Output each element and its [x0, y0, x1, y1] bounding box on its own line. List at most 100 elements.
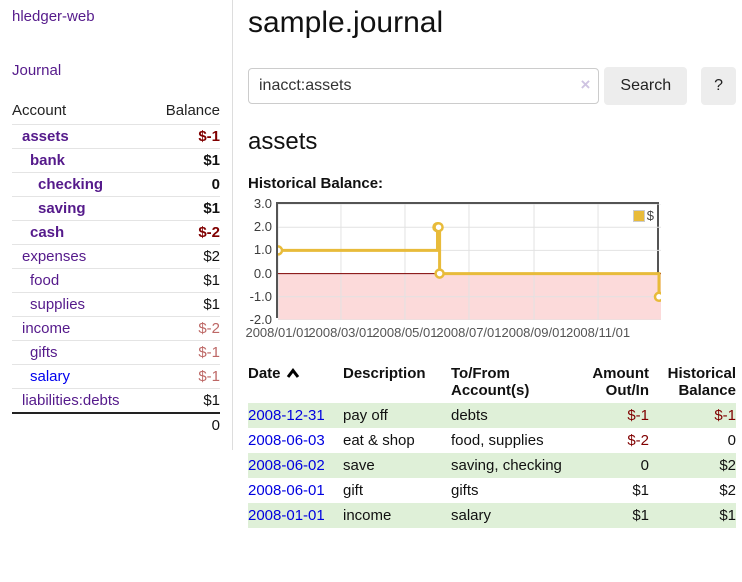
main-content: sample.journal × Search ? assets Histori…	[234, 0, 742, 528]
account-link[interactable]: food	[30, 272, 60, 289]
accounts-total-row: 0	[12, 412, 220, 437]
y-tick-label: 2.0	[253, 219, 272, 235]
transaction-description: pay off	[343, 407, 388, 424]
register-header-date[interactable]: Date	[248, 363, 343, 403]
account-row: expenses $2	[12, 244, 220, 269]
account-link[interactable]: expenses	[22, 248, 87, 265]
help-button[interactable]: ?	[701, 67, 736, 105]
account-link[interactable]: checking	[38, 176, 104, 193]
account-link[interactable]: assets	[22, 128, 69, 145]
historical-balance-chart: $ 3.0 2.0 1.0 0.0 -1.0 -2.0 2008/01/01 2008/03/…	[245, 196, 736, 342]
transaction-accounts: gifts	[451, 482, 479, 499]
chart-plot-area: $	[276, 202, 661, 320]
account-link[interactable]: supplies	[30, 296, 86, 313]
account-balance: $-2	[150, 316, 220, 341]
transaction-accounts: food, supplies	[451, 432, 544, 449]
accounts-header-row: Account Balance	[12, 100, 220, 125]
transaction-description: eat & shop	[343, 432, 415, 449]
data-point-marker	[278, 245, 284, 256]
transaction-balance: $2	[719, 457, 736, 474]
account-balance: $1	[150, 292, 220, 317]
sort-ascending-icon	[286, 368, 299, 378]
account-row: checking 0	[12, 172, 220, 197]
x-tick-label: 2008/11/01	[565, 325, 631, 340]
account-row: cash $-2	[12, 220, 220, 245]
account-balance: $-2	[150, 220, 220, 245]
account-link[interactable]: liabilities:debts	[22, 392, 120, 409]
account-balance: 0	[150, 172, 220, 197]
account-link[interactable]: gifts	[30, 344, 58, 361]
account-row: salary $-1	[12, 364, 220, 389]
search-box: ×	[248, 68, 600, 104]
register-row: 2008-06-02 save saving, checking 0 $2	[248, 453, 736, 478]
search-button[interactable]: Search	[604, 67, 688, 105]
accounts-total-balance: 0	[150, 412, 220, 437]
chart-legend: $	[632, 208, 654, 223]
register-header-amount: Amount Out/In	[592, 365, 649, 399]
transaction-amount: $-2	[627, 432, 649, 449]
transaction-date-link[interactable]: 2008-01-01	[248, 507, 325, 524]
account-balance: $1	[150, 268, 220, 293]
legend-swatch-icon	[632, 209, 645, 222]
transaction-accounts: saving, checking	[451, 457, 562, 474]
y-tick-label: 0.0	[253, 265, 272, 281]
x-tick-label: 2008/09/01	[501, 325, 567, 340]
data-point-marker	[433, 221, 444, 233]
app-title-link[interactable]: hledger-web	[12, 8, 95, 25]
accounts-table: Account Balance assets $-1 bank $1 checking 0…	[12, 100, 220, 437]
transaction-amount: $1	[632, 507, 649, 524]
sidebar-item-journal[interactable]: Journal	[12, 62, 62, 79]
account-balance: $-1	[150, 340, 220, 365]
account-row: gifts $-1	[12, 340, 220, 365]
account-row: income $-2	[12, 316, 220, 341]
y-tick-label: -2.0	[249, 312, 272, 327]
transaction-balance: $-1	[714, 407, 736, 424]
transaction-date-link[interactable]: 2008-06-01	[248, 482, 325, 499]
account-link[interactable]: saving	[38, 200, 86, 217]
account-row: bank $1	[12, 148, 220, 173]
transaction-description: gift	[343, 482, 364, 499]
account-row: food $1	[12, 268, 220, 293]
transaction-description: income	[343, 507, 392, 524]
accounts-body: assets $-1 bank $1 checking 0 saving $1 cash $-2 e…	[12, 124, 220, 413]
account-link[interactable]: salary	[30, 368, 71, 385]
transaction-accounts: salary	[451, 507, 492, 524]
register-header-balance: Historical Balance	[667, 365, 736, 399]
account-row: liabilities:debts $1	[12, 388, 220, 413]
register-body: 2008-12-31 pay off debts $-1 $-1 2008-06-03 ea…	[248, 403, 736, 528]
account-row: supplies $1	[12, 292, 220, 317]
x-tick-label: 2008/01/01	[245, 325, 311, 340]
chart-canvas	[278, 204, 661, 320]
transaction-date-link[interactable]: 2008-06-03	[248, 432, 325, 449]
account-balance: $1	[150, 388, 220, 413]
transaction-date-link[interactable]: 2008-06-02	[248, 457, 325, 474]
account-balance: $1	[150, 148, 220, 173]
sidebar: hledger-web Journal Account Balance asse…	[0, 0, 233, 450]
y-tick-label: 3.0	[253, 196, 272, 211]
y-tick-label: -1.0	[249, 288, 272, 304]
register-row: 2008-06-03 eat & shop food, supplies $-2 0	[248, 428, 736, 453]
x-tick-label: 2008/05/01	[372, 325, 438, 340]
data-point-marker	[653, 291, 661, 303]
account-link[interactable]: cash	[30, 224, 65, 241]
transaction-balance: $1	[719, 507, 736, 524]
account-heading: assets	[248, 128, 318, 155]
sidebar-nav: Journal	[12, 62, 220, 79]
account-balance: $1	[150, 196, 220, 221]
transaction-amount: 0	[640, 457, 649, 474]
account-link[interactable]: bank	[30, 152, 66, 169]
register-row: 2008-12-31 pay off debts $-1 $-1	[248, 403, 736, 428]
accounts-header-balance: Balance	[165, 102, 220, 119]
account-row: assets $-1	[12, 124, 220, 149]
account-balance: $2	[150, 244, 220, 269]
transaction-date-link[interactable]: 2008-12-31	[248, 407, 325, 424]
account-link[interactable]: income	[22, 320, 71, 337]
data-point-marker	[434, 268, 445, 279]
search-input[interactable]	[248, 68, 600, 104]
x-tick-label: 2008/03/01	[308, 325, 374, 340]
clear-search-icon[interactable]: ×	[580, 75, 591, 94]
register-table: Date Description To/From Account(s) Amou…	[248, 363, 736, 528]
y-tick-label: 1.0	[253, 242, 272, 258]
search-form: × Search ?	[248, 67, 736, 105]
register-header-accounts: To/From Account(s)	[451, 365, 530, 399]
